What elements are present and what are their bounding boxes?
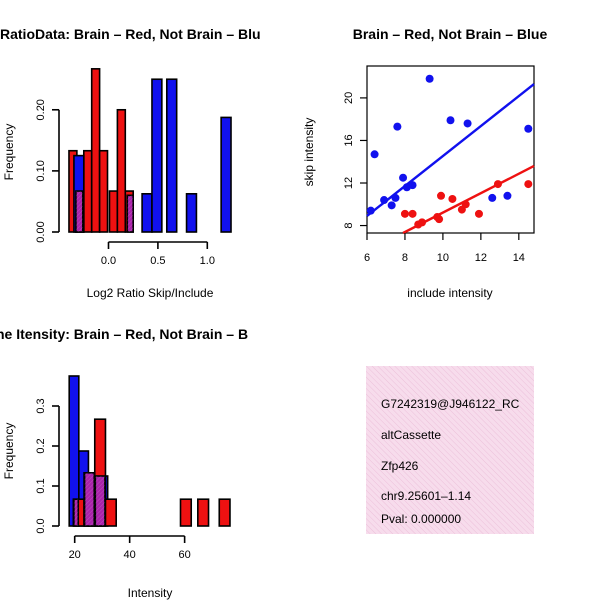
ratio-x-tick-label: 1.0 [200,255,215,267]
ratio-y-tick-label: 0.10 [35,160,47,181]
ratio-brain-bar [98,149,109,233]
ratio-not-brain-bar [220,116,232,233]
scatter-brain-point [493,180,502,189]
ratio-brain-bar [116,108,127,233]
scatter-brain-point [437,191,446,200]
ratio-histogram-panel: RatioData: Brain – Red, Not Brain – Blu … [0,26,261,300]
scatter-x-tick-label: 8 [402,252,408,264]
scatter-not-brain-point [393,122,402,131]
scatter-not-brain-point [524,124,533,133]
scatter-plot-box [366,65,535,234]
scatter-not-brain-point [366,206,375,215]
scatter-not-brain-point [503,191,512,200]
scatter-brain-point [400,209,409,218]
ratio-histogram-axes: 0.0 0.5 1.0 0.00 0.10 0.20 [35,99,215,267]
scatter-not-brain-point [463,119,472,128]
ratio-x-tick-label: 0.5 [150,255,165,267]
scatter-x-tick-label: 6 [364,252,370,264]
scatter-title: Brain – Red, Not Brain – Blue [353,26,548,42]
scatter-ylabel: skip intensity [302,118,316,187]
intensity-overlap-hatch [73,499,79,526]
scatter-brain-point [461,200,470,209]
scatter-not-brain-point [387,201,396,210]
intensity-histogram-panel: ne Itensity: Brain – Red, Not Brain – B … [0,326,248,600]
ratio-histogram-title: RatioData: Brain – Red, Not Brain – Blu [0,26,261,42]
scatter-brain-point [408,209,417,218]
ratio-x-tick-label: 0.0 [101,255,116,267]
scatter-not-brain-point [446,116,455,125]
intensity-x-tick-label: 60 [179,549,191,561]
scatter-not-brain-point [425,74,434,83]
ratio-not-brain-bar [185,193,198,233]
scatter-brain-point [435,215,444,224]
info-location: chr9.25601–1.14 [381,489,471,503]
intensity-y-tick-label: 0.0 [35,518,47,533]
scatter-axes: 6 8 10 12 14 8 12 16 20 [343,92,525,264]
intensity-x-tick-label: 40 [124,549,136,561]
intensity-brain-bar [179,498,193,527]
ratio-not-brain-bar [165,78,178,233]
intensity-histogram-axes: 20 40 60 0.0 0.1 0.2 0.3 [35,398,191,561]
intensity-x-tick-label: 20 [69,549,81,561]
info-box [366,366,534,534]
ratio-y-tick-label: 0.20 [35,99,47,120]
ratio-overlap-hatch [127,195,134,232]
intensity-histogram-bars [68,375,231,527]
intensity-brain-bar [218,498,231,527]
scatter-x-tick-label: 10 [437,252,449,264]
ratio-not-brain-bar [141,193,153,233]
ratio-brain-bar [108,190,119,233]
scatter-y-tick-label: 12 [343,177,355,189]
intensity-histogram-title: ne Itensity: Brain – Red, Not Brain – B [0,326,248,342]
intensity-y-tick-label: 0.1 [35,478,47,493]
ratio-histogram-xlabel: Log2 Ratio Skip/Include [87,286,214,300]
scatter-not-brain-point [488,193,497,202]
scatter-brain-point [524,180,533,189]
intensity-overlap-hatch [84,472,95,526]
scatter-brain-point [418,218,427,227]
scatter-panel: Brain – Red, Not Brain – Blue 6 8 10 12 14 8 1… [302,26,547,300]
scatter-not-brain-point [370,150,379,159]
ratio-overlap-hatch [75,191,83,232]
intensity-brain-bar [197,498,210,527]
ratio-y-tick-label: 0.00 [35,221,47,242]
ratio-brain-bar [82,149,93,233]
info-gene: Zfp426 [381,459,419,473]
scatter-brain-point [448,194,457,203]
scatter-marks [366,74,535,235]
scatter-not-brain-point [399,173,408,182]
intensity-y-tick-label: 0.2 [35,438,47,453]
info-id-line: G7242319@J946122_RC [381,397,520,411]
info-event-type: altCassette [381,428,441,442]
info-pval: Pval: 0.000000 [381,512,461,526]
ratio-histogram-ylabel: Frequency [2,124,16,181]
intensity-histogram-xlabel: Intensity [128,586,173,600]
info-panel: G7242319@J946122_RC altCassette Zfp426 c… [366,366,534,534]
scatter-y-tick-label: 20 [343,92,355,104]
ratio-brain-bar [90,68,101,233]
scatter-not-brain-point [380,196,389,205]
scatter-xlabel: include intensity [407,286,492,300]
ratio-histogram-bars [68,68,232,233]
intensity-overlap-hatch [95,476,105,526]
scatter-x-tick-label: 14 [513,252,525,264]
scatter-brain-point [474,209,483,218]
scatter-y-tick-label: 8 [343,222,355,228]
scatter-x-tick-label: 12 [475,252,487,264]
intensity-histogram-ylabel: Frequency [2,423,16,480]
scatter-not-brain-point [408,181,417,190]
scatter-not-brain-point [391,193,400,202]
scatter-y-tick-label: 16 [343,134,355,146]
ratio-not-brain-bar [151,78,163,233]
intensity-y-tick-label: 0.3 [35,398,47,413]
intensity-brain-bar [104,498,117,527]
